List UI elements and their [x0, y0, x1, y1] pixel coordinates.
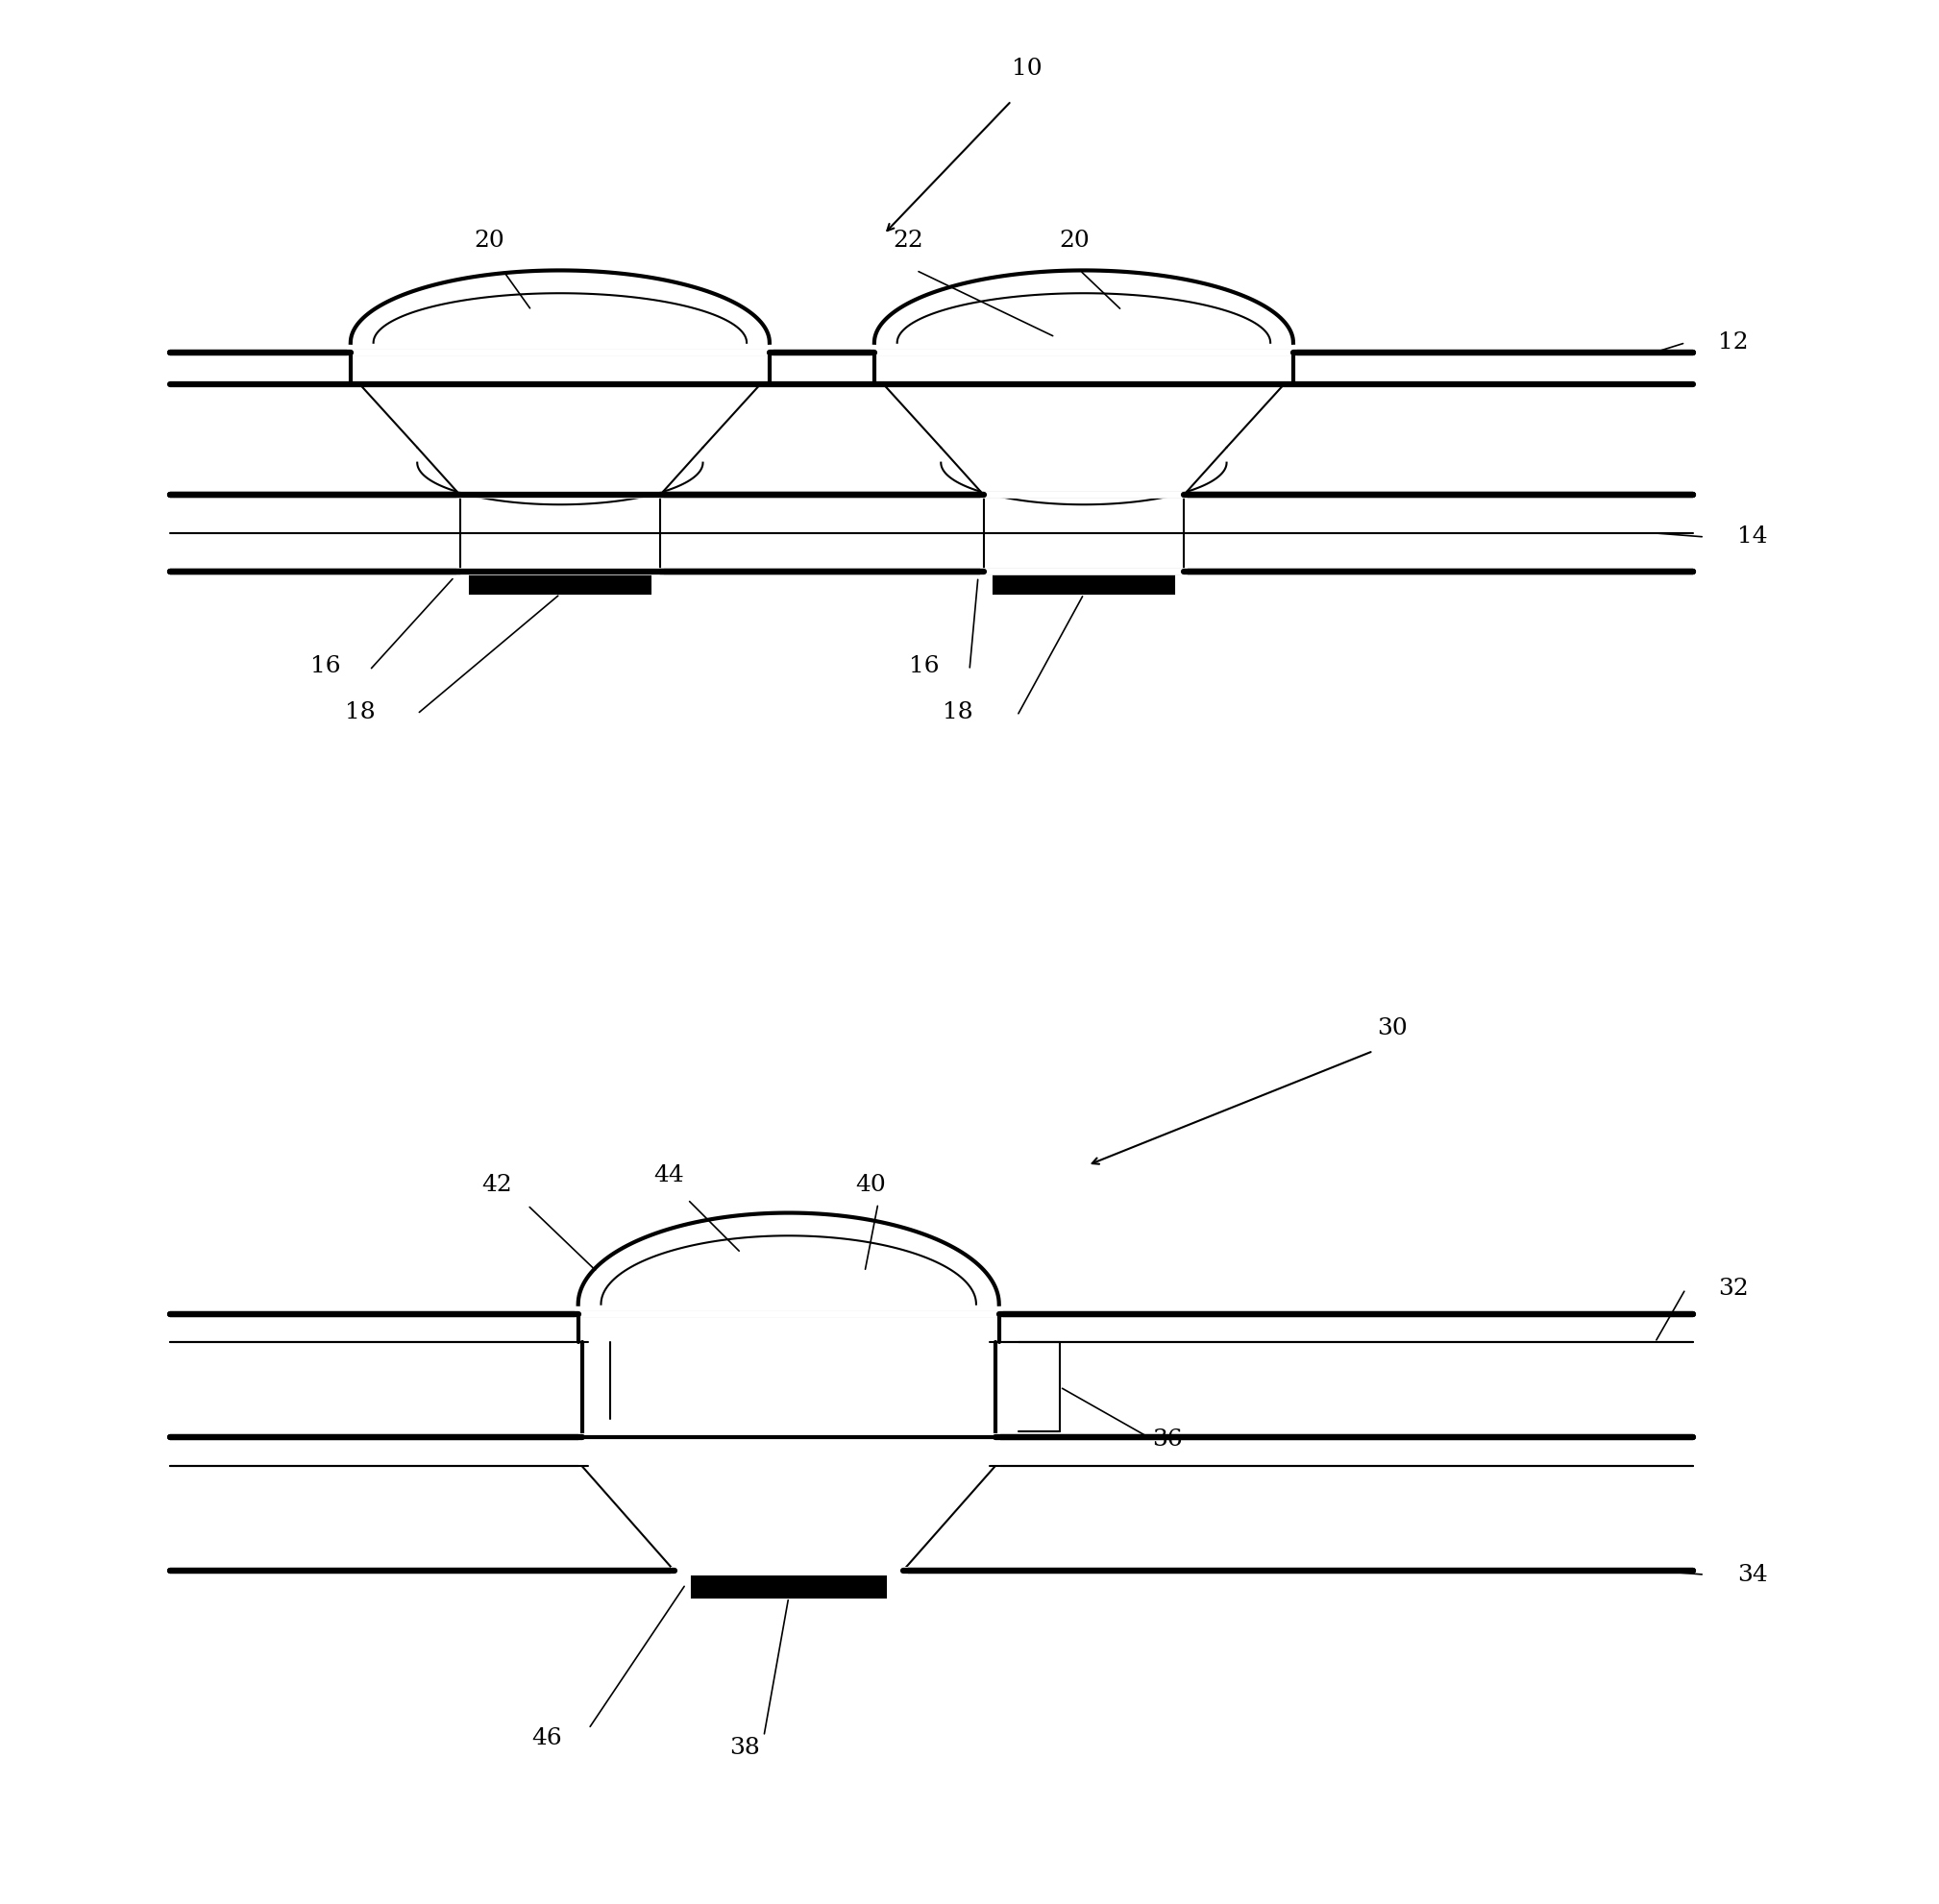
Text: 42: 42 — [483, 1173, 512, 1196]
Text: 20: 20 — [475, 228, 504, 251]
Text: 34: 34 — [1737, 1563, 1768, 1586]
Text: 18: 18 — [942, 701, 973, 724]
Text: 16: 16 — [310, 655, 341, 678]
Text: 44: 44 — [653, 1163, 684, 1186]
Text: 18: 18 — [345, 701, 376, 724]
Text: 16: 16 — [909, 655, 938, 678]
Text: 36: 36 — [1152, 1428, 1183, 1451]
Text: 14: 14 — [1737, 526, 1766, 548]
Bar — [469, 571, 650, 594]
Text: 20: 20 — [1059, 228, 1090, 251]
Text: 32: 32 — [1718, 1278, 1749, 1300]
Text: 38: 38 — [729, 1736, 760, 1759]
Text: 22: 22 — [894, 228, 923, 251]
Text: 40: 40 — [855, 1173, 886, 1196]
Text: 10: 10 — [1012, 57, 1041, 80]
Bar — [692, 1571, 886, 1597]
Bar — [995, 571, 1173, 594]
Text: 30: 30 — [1377, 1017, 1408, 1040]
Text: 12: 12 — [1718, 331, 1749, 354]
Text: 46: 46 — [531, 1727, 562, 1750]
